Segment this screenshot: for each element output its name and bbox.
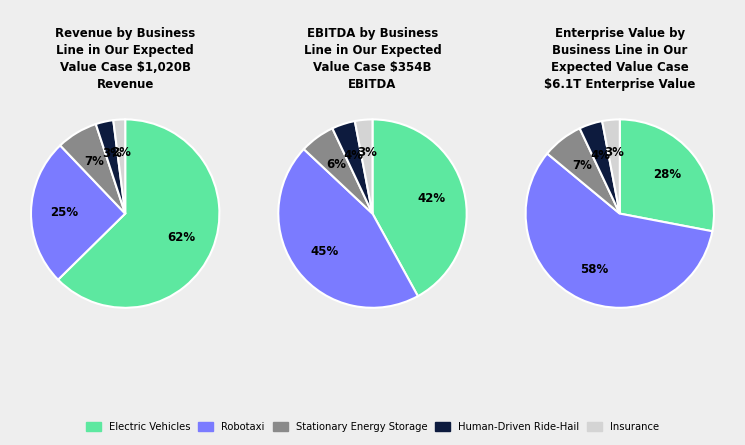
Title: Revenue by Business
Line in Our Expected
Value Case $1,020B
Revenue: Revenue by Business Line in Our Expected…	[55, 27, 195, 90]
Text: 3%: 3%	[357, 146, 377, 159]
Text: 25%: 25%	[50, 206, 78, 219]
Text: 62%: 62%	[168, 231, 196, 244]
Wedge shape	[332, 121, 372, 214]
Wedge shape	[58, 119, 220, 308]
Text: 4%: 4%	[591, 149, 611, 162]
Wedge shape	[96, 120, 125, 214]
Text: 58%: 58%	[580, 263, 608, 275]
Wedge shape	[31, 146, 125, 280]
Title: EBITDA by Business
Line in Our Expected
Value Case $354B
EBITDA: EBITDA by Business Line in Our Expected …	[304, 27, 441, 90]
Wedge shape	[60, 124, 125, 214]
Text: 45%: 45%	[310, 245, 338, 258]
Wedge shape	[602, 119, 620, 214]
Wedge shape	[355, 119, 372, 214]
Text: 2%: 2%	[112, 146, 131, 159]
Wedge shape	[620, 119, 714, 231]
Text: 7%: 7%	[572, 159, 592, 172]
Text: 3%: 3%	[102, 147, 121, 160]
Text: 3%: 3%	[604, 146, 624, 159]
Wedge shape	[525, 154, 712, 308]
Legend: Electric Vehicles, Robotaxi, Stationary Energy Storage, Human-Driven Ride-Hail, : Electric Vehicles, Robotaxi, Stationary …	[82, 417, 663, 436]
Wedge shape	[113, 119, 125, 214]
Title: Enterprise Value by
Business Line in Our
Expected Value Case
$6.1T Enterprise Va: Enterprise Value by Business Line in Our…	[544, 27, 696, 90]
Text: 6%: 6%	[326, 158, 346, 170]
Wedge shape	[580, 121, 620, 214]
Text: 28%: 28%	[653, 168, 681, 181]
Wedge shape	[548, 128, 620, 214]
Text: 42%: 42%	[418, 192, 446, 205]
Text: 7%: 7%	[84, 154, 104, 168]
Wedge shape	[372, 119, 466, 296]
Text: 4%: 4%	[343, 149, 364, 162]
Wedge shape	[304, 128, 372, 214]
Wedge shape	[279, 149, 418, 308]
